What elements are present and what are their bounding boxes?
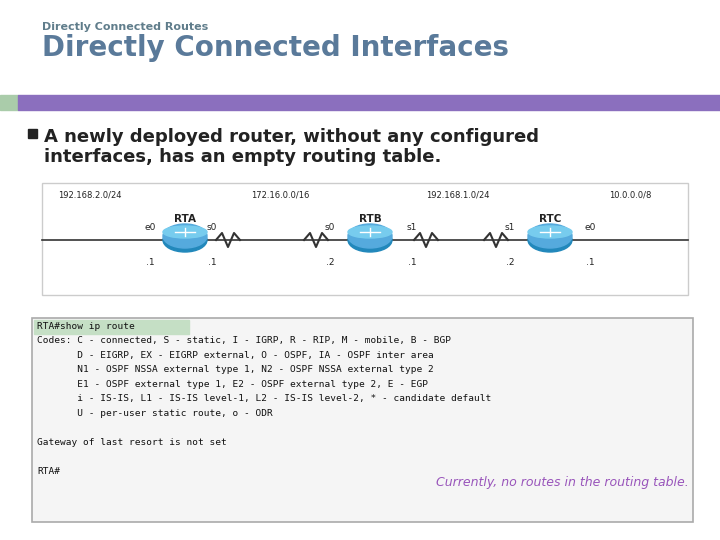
Bar — [28, 129, 37, 138]
Text: .2: .2 — [325, 258, 334, 267]
Text: E1 - OSPF external type 1, E2 - OSPF external type 2, E - EGP: E1 - OSPF external type 1, E2 - OSPF ext… — [37, 380, 428, 389]
Text: RTC: RTC — [539, 214, 561, 224]
Text: 192.168.2.0/24: 192.168.2.0/24 — [58, 190, 122, 199]
Text: .1: .1 — [207, 258, 216, 267]
Text: e0: e0 — [585, 223, 595, 232]
Text: Currently, no routes in the routing table.: Currently, no routes in the routing tabl… — [436, 476, 689, 489]
Text: .2: .2 — [505, 258, 514, 267]
Text: s0: s0 — [325, 223, 336, 232]
Text: RTA#: RTA# — [37, 467, 60, 476]
Ellipse shape — [348, 224, 392, 248]
Text: e0: e0 — [144, 223, 156, 232]
Text: D - EIGRP, EX - EIGRP external, O - OSPF, IA - OSPF inter area: D - EIGRP, EX - EIGRP external, O - OSPF… — [37, 351, 433, 360]
Ellipse shape — [163, 226, 207, 238]
Ellipse shape — [163, 228, 207, 252]
Text: 10.0.0.0/8: 10.0.0.0/8 — [609, 190, 651, 199]
Text: N1 - OSPF NSSA external type 1, N2 - OSPF NSSA external type 2: N1 - OSPF NSSA external type 1, N2 - OSP… — [37, 366, 433, 375]
Ellipse shape — [163, 224, 207, 248]
Bar — [34, 320, 189, 334]
Text: U - per-user static route, o - ODR: U - per-user static route, o - ODR — [37, 409, 273, 418]
Bar — [42, 183, 688, 295]
Text: A newly deployed router, without any configured: A newly deployed router, without any con… — [44, 128, 539, 146]
Bar — [32, 318, 693, 522]
Text: RTA#show ip route: RTA#show ip route — [37, 322, 135, 331]
Ellipse shape — [528, 228, 572, 252]
Text: .1: .1 — [408, 258, 416, 267]
Ellipse shape — [528, 226, 572, 238]
Text: .1: .1 — [585, 258, 594, 267]
Text: RTB: RTB — [359, 214, 382, 224]
Ellipse shape — [348, 228, 392, 252]
Text: Codes: C - connected, S - static, I - IGRP, R - RIP, M - mobile, B - BGP: Codes: C - connected, S - static, I - IG… — [37, 336, 451, 346]
Text: RTA: RTA — [174, 214, 196, 224]
Text: .1: .1 — [145, 258, 154, 267]
Text: Directly Connected Interfaces: Directly Connected Interfaces — [42, 34, 509, 62]
Bar — [18, 95, 720, 110]
Text: s1: s1 — [407, 223, 417, 232]
Text: i - IS-IS, L1 - IS-IS level-1, L2 - IS-IS level-2, * - candidate default: i - IS-IS, L1 - IS-IS level-1, L2 - IS-I… — [37, 395, 491, 403]
Text: 192.168.1.0/24: 192.168.1.0/24 — [426, 190, 490, 199]
Ellipse shape — [348, 226, 392, 238]
Text: Gateway of last resort is not set: Gateway of last resort is not set — [37, 438, 227, 447]
Ellipse shape — [528, 224, 572, 248]
Text: s1: s1 — [505, 223, 516, 232]
Bar — [0, 95, 18, 110]
Text: s0: s0 — [207, 223, 217, 232]
Text: interfaces, has an empty routing table.: interfaces, has an empty routing table. — [44, 148, 441, 166]
Text: Directly Connected Routes: Directly Connected Routes — [42, 22, 208, 32]
Text: 172.16.0.0/16: 172.16.0.0/16 — [251, 190, 309, 199]
